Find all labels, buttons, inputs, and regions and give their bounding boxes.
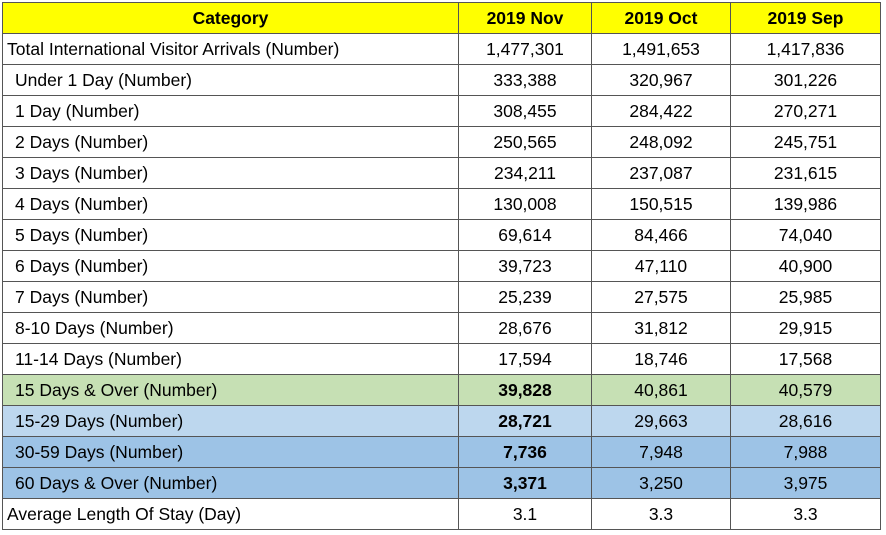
value-cell: 130,008 (458, 188, 592, 220)
value-cell: 7,736 (458, 436, 592, 468)
table-row: Under 1 Day (Number) 333,388 320,967 301,22… (2, 64, 881, 96)
value-cell: 18,746 (591, 343, 731, 375)
table-row: 15-29 Days (Number) 28,721 29,663 28,616 (2, 405, 881, 437)
table-row: 2 Days (Number) 250,565 248,092 245,751 (2, 126, 881, 158)
value-cell: 17,568 (730, 343, 881, 375)
value-cell: 28,616 (730, 405, 881, 437)
value-cell: 3.3 (591, 498, 731, 530)
value-cell: 7,988 (730, 436, 881, 468)
value-cell: 139,986 (730, 188, 881, 220)
table-row: 4 Days (Number) 130,008 150,515 139,986 (2, 188, 881, 220)
value-cell: 150,515 (591, 188, 731, 220)
header-row: Category 2019 Nov 2019 Oct 2019 Sep (2, 2, 881, 34)
table-row: 1 Day (Number) 308,455 284,422 270,271 (2, 95, 881, 127)
category-cell: Total International Visitor Arrivals (Nu… (2, 33, 459, 65)
value-cell: 3,975 (730, 467, 881, 499)
category-cell: 15 Days & Over (Number) (2, 374, 459, 406)
value-cell: 47,110 (591, 250, 731, 282)
value-cell: 284,422 (591, 95, 731, 127)
table-row: 60 Days & Over (Number) 3,371 3,250 3,975 (2, 467, 881, 499)
value-cell: 320,967 (591, 64, 731, 96)
category-cell: Average Length Of Stay (Day) (2, 498, 459, 530)
value-cell: 40,579 (730, 374, 881, 406)
value-cell: 3.3 (730, 498, 881, 530)
category-cell: 11-14 Days (Number) (2, 343, 459, 375)
value-cell: 248,092 (591, 126, 731, 158)
header-cell: 2019 Sep (730, 2, 881, 34)
category-cell: 4 Days (Number) (2, 188, 459, 220)
value-cell: 69,614 (458, 219, 592, 251)
header-cell: 2019 Oct (591, 2, 731, 34)
table-row: 15 Days & Over (Number) 39,828 40,861 40,57… (2, 374, 881, 406)
value-cell: 25,985 (730, 281, 881, 313)
value-cell: 245,751 (730, 126, 881, 158)
value-cell: 1,491,653 (591, 33, 731, 65)
category-cell: 15-29 Days (Number) (2, 405, 459, 437)
table-row: 30-59 Days (Number) 7,736 7,948 7,988 (2, 436, 881, 468)
value-cell: 7,948 (591, 436, 731, 468)
value-cell: 40,900 (730, 250, 881, 282)
value-cell: 28,721 (458, 405, 592, 437)
table-row: 5 Days (Number) 69,614 84,466 74,040 (2, 219, 881, 251)
value-cell: 28,676 (458, 312, 592, 344)
value-cell: 237,087 (591, 157, 731, 189)
category-cell: 8-10 Days (Number) (2, 312, 459, 344)
category-cell: 30-59 Days (Number) (2, 436, 459, 468)
value-cell: 231,615 (730, 157, 881, 189)
category-cell: 2 Days (Number) (2, 126, 459, 158)
value-cell: 3,371 (458, 467, 592, 499)
value-cell: 74,040 (730, 219, 881, 251)
value-cell: 31,812 (591, 312, 731, 344)
value-cell: 1,417,836 (730, 33, 881, 65)
table-row: 8-10 Days (Number) 28,676 31,812 29,915 (2, 312, 881, 344)
category-cell: 60 Days & Over (Number) (2, 467, 459, 499)
category-cell: 7 Days (Number) (2, 281, 459, 313)
value-cell: 29,663 (591, 405, 731, 437)
category-cell: 5 Days (Number) (2, 219, 459, 251)
value-cell: 308,455 (458, 95, 592, 127)
value-cell: 3,250 (591, 467, 731, 499)
value-cell: 39,828 (458, 374, 592, 406)
table-row: 7 Days (Number) 25,239 27,575 25,985 (2, 281, 881, 313)
table-row: Average Length Of Stay (Day) 3.1 3.3 3.3 (2, 498, 881, 530)
value-cell: 234,211 (458, 157, 592, 189)
value-cell: 17,594 (458, 343, 592, 375)
visitor-table: Category 2019 Nov 2019 Oct 2019 Sep Total I… (2, 2, 881, 530)
value-cell: 27,575 (591, 281, 731, 313)
value-cell: 250,565 (458, 126, 592, 158)
table-row: 11-14 Days (Number) 17,594 18,746 17,568 (2, 343, 881, 375)
value-cell: 39,723 (458, 250, 592, 282)
table-row: 3 Days (Number) 234,211 237,087 231,615 (2, 157, 881, 189)
table-row: Total International Visitor Arrivals (Nu… (2, 33, 881, 65)
header-cell: 2019 Nov (458, 2, 592, 34)
value-cell: 1,477,301 (458, 33, 592, 65)
category-cell: Under 1 Day (Number) (2, 64, 459, 96)
header-cell: Category (2, 2, 459, 34)
category-cell: 6 Days (Number) (2, 250, 459, 282)
value-cell: 3.1 (458, 498, 592, 530)
value-cell: 25,239 (458, 281, 592, 313)
value-cell: 84,466 (591, 219, 731, 251)
value-cell: 301,226 (730, 64, 881, 96)
value-cell: 29,915 (730, 312, 881, 344)
value-cell: 40,861 (591, 374, 731, 406)
category-cell: 1 Day (Number) (2, 95, 459, 127)
value-cell: 270,271 (730, 95, 881, 127)
category-cell: 3 Days (Number) (2, 157, 459, 189)
table-row: 6 Days (Number) 39,723 47,110 40,900 (2, 250, 881, 282)
value-cell: 333,388 (458, 64, 592, 96)
